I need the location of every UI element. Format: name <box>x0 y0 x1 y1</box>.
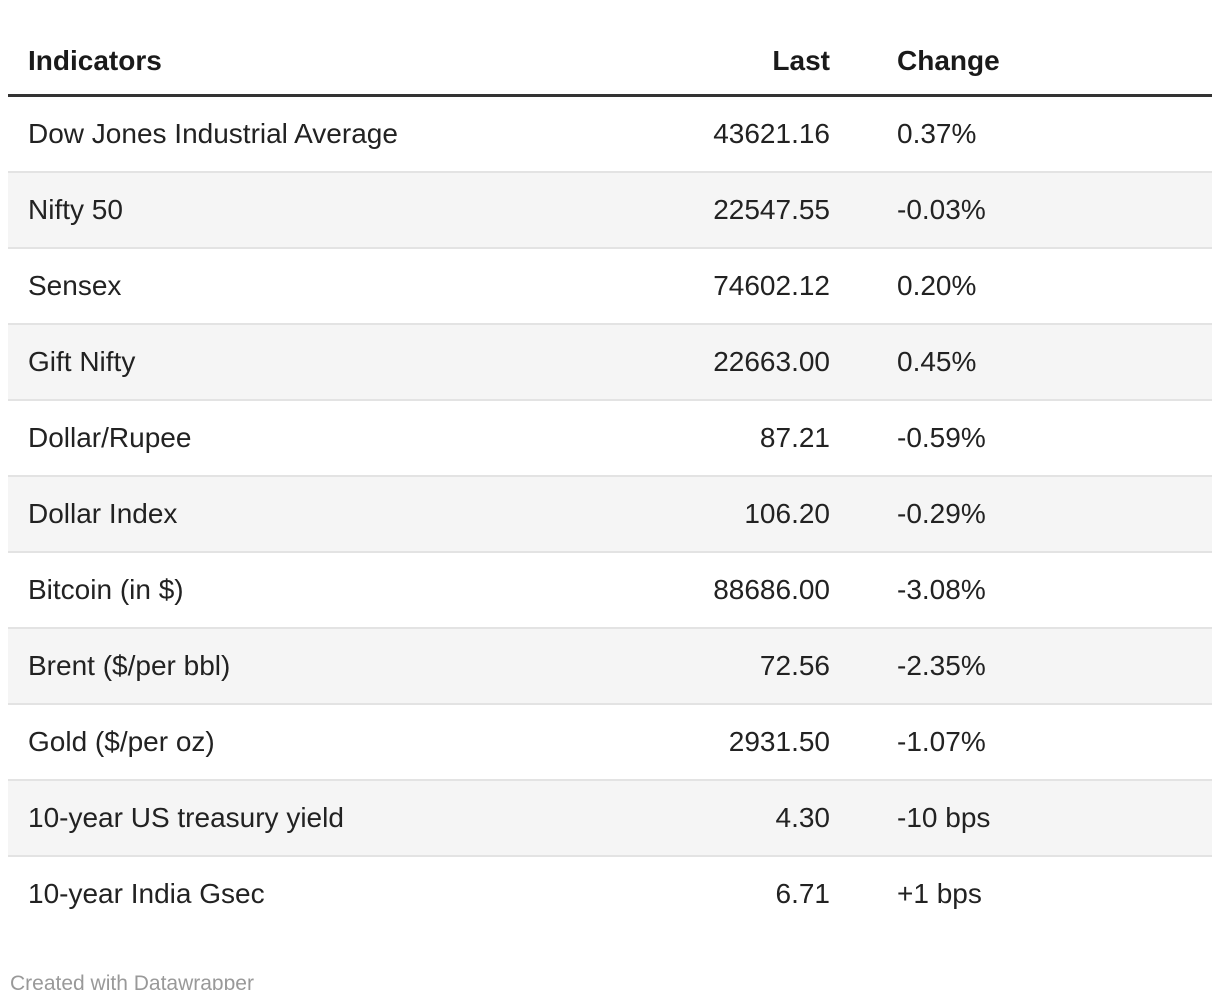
change-cell: -1.07% <box>850 703 1212 780</box>
column-header-indicators: Indicators <box>8 30 680 97</box>
table-row: Bitcoin (in $) 88686.00 -3.08% <box>8 551 1212 628</box>
change-cell: -0.29% <box>850 475 1212 552</box>
indicator-cell: Nifty 50 <box>8 171 680 248</box>
table-row: Dow Jones Industrial Average 43621.16 0.… <box>8 96 1212 173</box>
last-cell: 106.20 <box>680 475 850 552</box>
change-cell: -0.59% <box>850 399 1212 476</box>
change-cell: 0.45% <box>850 323 1212 400</box>
last-cell: 43621.16 <box>713 118 830 149</box>
attribution-footer: Created with Datawrapper <box>8 971 1212 990</box>
table-body: Dow Jones Industrial Average 43621.16 0.… <box>8 96 1212 931</box>
change-cell: -2.35% <box>850 627 1212 704</box>
table-row: Sensex 74602.12 0.20% <box>8 247 1212 324</box>
datawrapper-attribution-link[interactable]: Created with Datawrapper <box>10 972 254 990</box>
indicators-table: Indicators Last Change Dow Jones Industr… <box>8 30 1212 931</box>
change-cell: 0.37% <box>897 118 977 149</box>
change-cell: -0.03% <box>850 171 1212 248</box>
change-cell: 0.20% <box>850 247 1212 324</box>
indicator-cell: Dollar Index <box>8 475 680 552</box>
column-header-last: Last <box>680 30 850 97</box>
table-row: Dollar/Rupee 87.21 -0.59% <box>8 399 1212 476</box>
last-cell: 22663.00 <box>680 323 850 400</box>
last-cell: 4.30 <box>680 779 850 856</box>
last-cell: 87.21 <box>680 399 850 476</box>
indicator-cell: Dollar/Rupee <box>8 399 680 476</box>
last-cell: 72.56 <box>680 627 850 704</box>
table-row: 10-year US treasury yield 4.30 -10 bps <box>8 779 1212 856</box>
table-header: Indicators Last Change <box>8 30 1212 97</box>
last-cell: 74602.12 <box>680 247 850 324</box>
change-cell: -3.08% <box>850 551 1212 628</box>
indicator-cell: Brent ($/per bbl) <box>8 627 680 704</box>
indicator-cell: Gift Nifty <box>8 323 680 400</box>
indicator-cell: 10-year India Gsec <box>8 855 680 931</box>
column-header-change: Change <box>850 30 1212 97</box>
last-cell: 6.71 <box>680 855 850 931</box>
indicator-cell: Gold ($/per oz) <box>8 703 680 780</box>
indicator-cell: Sensex <box>8 247 680 324</box>
change-cell: +1 bps <box>850 855 1212 931</box>
table-row: Gift Nifty 22663.00 0.45% <box>8 323 1212 400</box>
last-cell: 2931.50 <box>680 703 850 780</box>
change-cell: -10 bps <box>850 779 1212 856</box>
header-row: Indicators Last Change <box>8 30 1212 97</box>
last-cell: 88686.00 <box>680 551 850 628</box>
table-row: Dollar Index 106.20 -0.29% <box>8 475 1212 552</box>
indicator-cell: 10-year US treasury yield <box>8 779 680 856</box>
indicator-cell: Bitcoin (in $) <box>8 551 680 628</box>
table-row: Brent ($/per bbl) 72.56 -2.35% <box>8 627 1212 704</box>
indicator-cell: Dow Jones Industrial Average <box>28 118 398 149</box>
table-row: Nifty 50 22547.55 -0.03% <box>8 171 1212 248</box>
table-row: 10-year India Gsec 6.71 +1 bps <box>8 855 1212 931</box>
table-row: Gold ($/per oz) 2931.50 -1.07% <box>8 703 1212 780</box>
last-cell: 22547.55 <box>680 171 850 248</box>
